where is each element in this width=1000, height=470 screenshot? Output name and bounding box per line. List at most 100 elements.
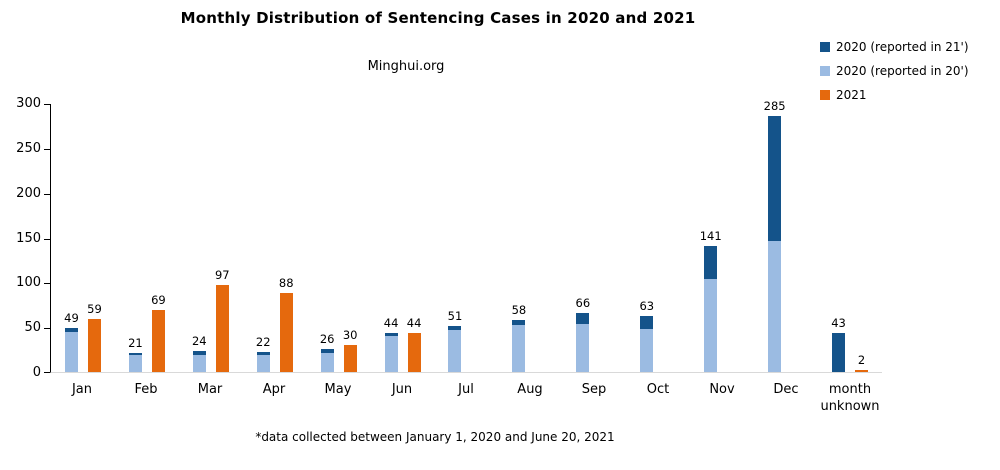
bar-pair: 63: [639, 104, 676, 372]
bar-segment-2020-reported-21: [128, 353, 142, 355]
bar-2021: [87, 319, 101, 372]
bar-segment-2020-reported-21: [384, 332, 398, 337]
bar-segment-2020-reported-20: [256, 354, 270, 372]
bar-group: 49 59: [51, 104, 115, 372]
bar-2021: [855, 370, 869, 372]
x-axis-labels: Jan Feb Mar Apr May Jun Jul Aug Sep Oct Nov Dec mont…: [50, 381, 882, 415]
bar-value-label-2021: 30: [342, 328, 358, 343]
bar-group: 21 69: [115, 104, 179, 372]
bar-value-label-2020: 26: [319, 331, 335, 346]
stack-2020-slot: 63: [639, 104, 655, 372]
bar-pair: 66: [576, 104, 612, 372]
stack-2020-slot: 44: [384, 104, 398, 372]
bar-segment-2020-reported-21: [832, 333, 846, 372]
x-axis-label: Jan: [71, 382, 93, 397]
bar-pair: 58: [512, 104, 548, 372]
y-tick-label: 250: [16, 140, 41, 156]
bar-segment-2020-reported-21: [448, 326, 462, 330]
bar-group: 43 2: [818, 104, 882, 372]
bar-segment-2020-reported-21: [192, 350, 206, 355]
bar-2021-slot: [471, 104, 484, 372]
legend-item-2: 2021: [820, 88, 969, 102]
bar-segment-2020-reported-21: [256, 352, 270, 355]
chart-title: Monthly Distribution of Sentencing Cases…: [180, 9, 696, 27]
bar-group: 141: [690, 104, 754, 372]
bar-pair: 24 97: [191, 104, 230, 372]
bar-segment-2020-reported-21: [64, 328, 78, 332]
stack-2020-slot: 26: [319, 104, 335, 372]
x-axis-label: Jun: [391, 382, 413, 397]
x-axis-label: Sep: [581, 382, 607, 397]
footnote: *data collected between January 1, 2020 …: [255, 430, 615, 444]
bar-value-label-2020: 285: [763, 99, 786, 114]
stack-2020-slot: 66: [576, 104, 590, 372]
bar-group: 58: [498, 104, 562, 372]
bar-value-label-2020: 24: [191, 333, 207, 348]
bar-value-label-2021: 59: [87, 302, 102, 317]
x-axis-label: Feb: [134, 382, 158, 397]
bar-group: 285: [754, 100, 818, 372]
bar-group: 22 88: [243, 104, 307, 372]
bar-segment-2020-reported-20: [384, 336, 398, 372]
y-tick-label: 0: [32, 365, 41, 380]
bar-2021-slot: 44: [407, 104, 421, 372]
bar-2021-slot: 59: [87, 104, 102, 372]
bar-segment-2020-reported-20: [640, 328, 654, 372]
bar-2021: [343, 345, 357, 372]
bar-group: 26 30: [307, 104, 371, 372]
bar-2021-slot: [535, 104, 548, 372]
legend: 2020 (reported in 21') 2020 (reported in …: [820, 40, 969, 102]
y-tick-mark: [44, 238, 50, 240]
x-axis-label: Oct: [646, 382, 670, 397]
bar-segment-2020-reported-21: [576, 312, 590, 325]
bar-2021-slot: [599, 104, 612, 372]
x-axis-label: Jul: [458, 382, 474, 397]
bars-row: 49 59 21 69 24 97 22 88 26 30 44 44 51 58 66 63 141 285 43…: [51, 100, 882, 372]
bar-segment-2020-reported-21: [320, 348, 334, 354]
bar-value-label-2020: 51: [447, 309, 463, 324]
bar-segment-2020-reported-20: [448, 329, 462, 372]
stack-2020-slot: 58: [512, 104, 526, 372]
plot-area: 49 59 21 69 24 97 22 88 26 30 44 44 51 58 66 63 141 285 43…: [16, 96, 882, 380]
bar-2021-slot: 30: [342, 104, 358, 372]
bar-2021-slot: 2: [855, 104, 869, 372]
legend-item-label: 2020 (reported in 21'): [836, 40, 969, 54]
bar-segment-2020-reported-20: [192, 354, 206, 372]
bar-segment-2020-reported-20: [320, 353, 334, 372]
bar-group: 44 44: [371, 104, 435, 372]
legend-swatch-icon: [820, 90, 830, 100]
legend-swatch-icon: [820, 42, 830, 52]
bar-pair: 43 2: [831, 104, 869, 372]
bar-value-label-2020: 22: [255, 335, 271, 350]
bar-group: 66: [562, 104, 626, 372]
bar-value-label-2020: 63: [639, 298, 655, 313]
bar-segment-2020-reported-21: [704, 245, 718, 279]
bar-segment-2020-reported-21: [512, 320, 526, 326]
bar-segment-2020-reported-20: [576, 324, 590, 372]
y-tick-mark: [44, 372, 50, 373]
stack-2020-slot: 51: [447, 104, 463, 372]
y-tick-label: 50: [24, 320, 41, 336]
x-axis-label: May: [324, 382, 352, 397]
bar-2021-slot: 69: [151, 104, 166, 372]
stack-2020-slot: 141: [700, 104, 722, 372]
legend-item-0: 2020 (reported in 21'): [820, 40, 969, 54]
bar-2021-slot: [663, 104, 676, 372]
bar-pair: 51: [448, 104, 484, 372]
x-axis-label: Aug: [517, 382, 543, 397]
bar-2021: [151, 310, 165, 372]
legend-swatch-icon: [820, 66, 830, 76]
bar-2021-slot: 88: [279, 104, 294, 372]
stack-2020-slot: 24: [191, 104, 207, 372]
y-tick-mark: [44, 104, 50, 105]
bar-segment-2020-reported-21: [640, 315, 654, 329]
legend-item-1: 2020 (reported in 20'): [820, 64, 969, 78]
bar-segment-2020-reported-20: [512, 325, 526, 372]
x-axis-label: month unknown: [820, 382, 880, 414]
bar-2021-slot: 97: [215, 104, 230, 372]
bar-pair: 141: [700, 104, 740, 372]
bar-pair: 21 69: [128, 104, 166, 372]
bar-2021: [407, 332, 421, 372]
x-axis-label: Nov: [709, 382, 735, 397]
